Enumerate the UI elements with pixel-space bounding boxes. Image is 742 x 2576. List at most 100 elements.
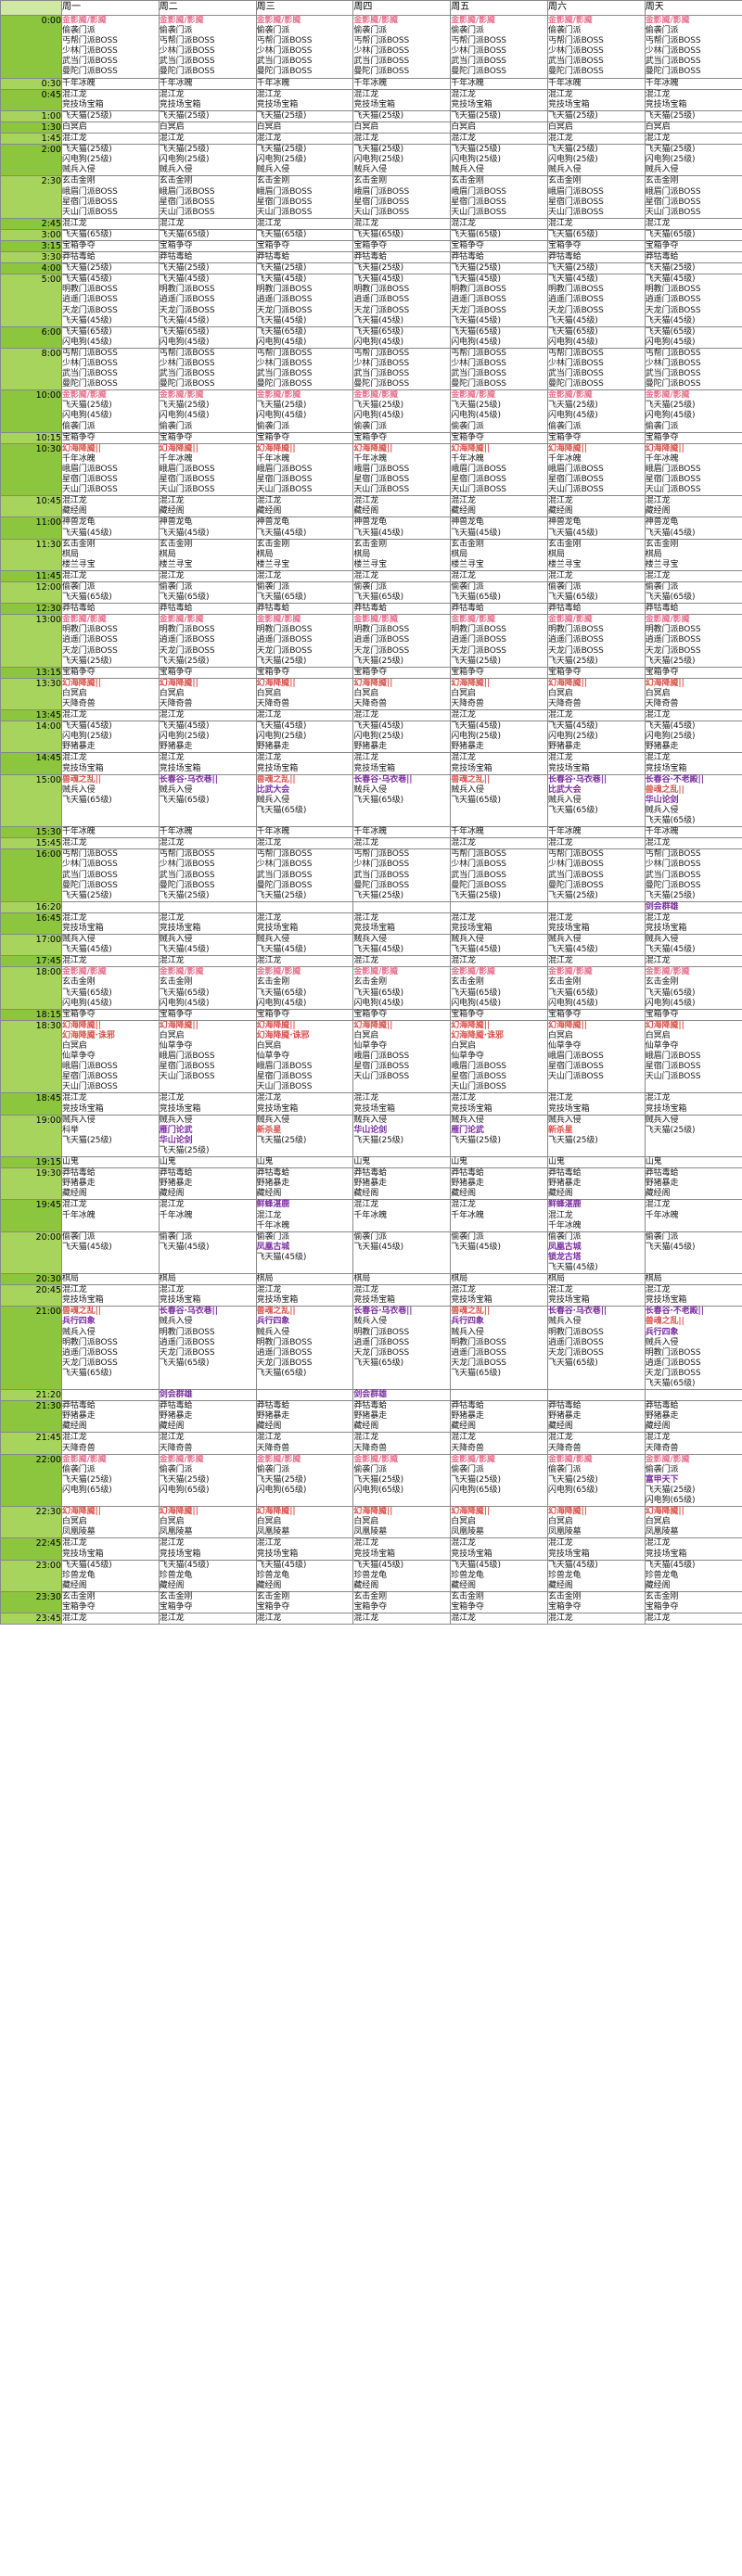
event-label: 逍遥门派BOSS bbox=[353, 635, 410, 645]
event-label: 贼兵入侵 bbox=[159, 1115, 193, 1125]
event-label: 莽牯毒蛤 bbox=[645, 604, 679, 614]
event-label: 天龙门派BOSS bbox=[62, 305, 118, 315]
event-label: 宝箱争夺 bbox=[256, 667, 290, 677]
event-label: 飞天猫(45级) bbox=[645, 315, 696, 325]
event-label: 飞天猫(65级) bbox=[256, 326, 307, 337]
event-label: 长春谷·乌衣巷|| bbox=[159, 1307, 218, 1317]
event-label: 竞技场宝箱 bbox=[547, 923, 590, 933]
event-label: 飞天猫(65级) bbox=[547, 593, 598, 603]
schedule-cell: 飞天猫(45级) 明教门派BOSS 逍遥门派BOSS 天龙门派BOSS 飞天猫(45级) bbox=[61, 274, 160, 327]
event-label: 混江龙 bbox=[353, 89, 379, 99]
event-label: 千年冰魄 bbox=[547, 453, 582, 464]
schedule-cell: 玄击金刚 棋局 楼兰寻宝 bbox=[450, 538, 548, 571]
event-label: 逍遥门派BOSS bbox=[159, 635, 215, 645]
event-label: 竞技场宝箱 bbox=[256, 99, 299, 109]
event-label: 兽魂之乱|| bbox=[62, 1307, 101, 1317]
schedule-row: 12:30 莽牯毒蛤 莽牯毒蛤 莽牯毒蛤 莽牯毒蛤 莽牯毒蛤 莽牯毒蛤 莽牯毒蛤 bbox=[0, 603, 742, 616]
time-label: 1:45 bbox=[0, 133, 62, 146]
event-schedule-table: 周一 周二 周三 周四 周五 周六 周天 0:00 金影魇/影魇 偷袭门派 丐帮门派B… bbox=[0, 0, 742, 1626]
schedule-cell: 莽牯毒蛤 bbox=[352, 251, 452, 264]
schedule-cell: 混江龙 竞技场宝箱 bbox=[644, 1284, 742, 1307]
schedule-cell: 金影魇/影魇 偷袭门派 丐帮门派BOSS 少林门派BOSS 武当门派BOSS 曼陀门派BO… bbox=[158, 15, 257, 79]
event-label: 野猪暴走 bbox=[159, 1179, 193, 1189]
schedule-row: 18:45 混江龙 竞技场宝箱 混江龙 竞技场宝箱 混江龙 竞技场宝箱 混江龙 竞技场宝箱 混江龙… bbox=[0, 1092, 742, 1116]
event-label: 混江龙 bbox=[353, 218, 379, 228]
schedule-cell: 飞天猫(45级) 闪电狗(25级) 野猪暴走 bbox=[255, 721, 354, 754]
event-label: 野猪暴走 bbox=[451, 742, 484, 752]
event-label: 竞技场宝箱 bbox=[256, 1549, 299, 1559]
schedule-cell: 兽魂之乱|| 比武大会 贼兵入侵 飞天猫(65级) bbox=[255, 773, 354, 828]
schedule-cell: 飞天猫(65级) bbox=[546, 228, 646, 241]
event-label: 武当门派BOSS bbox=[451, 57, 506, 67]
event-label: 千年冰魄 bbox=[159, 827, 193, 837]
schedule-cell: 飞天猫(25级) bbox=[61, 109, 160, 122]
event-label: 峨眉门派BOSS bbox=[159, 1052, 215, 1062]
event-label: 凤凰陵墓 bbox=[451, 1527, 484, 1537]
time-label: 21:00 bbox=[0, 1306, 62, 1391]
event-label: 混江龙 bbox=[353, 1285, 379, 1295]
table-header: 周一 周二 周三 周四 周五 周六 周天 bbox=[0, 0, 742, 16]
event-label: 混江龙 bbox=[451, 218, 476, 228]
event-label: 混江龙 bbox=[256, 134, 282, 144]
schedule-cell: 飞天猫(45级) 闪电狗(25级) 野猪暴走 bbox=[644, 721, 742, 754]
schedule-row: 20:45 混江龙 竞技场宝箱 混江龙 竞技场宝箱 混江龙 竞技场宝箱 混江龙 竞技场宝箱 混江龙… bbox=[0, 1284, 742, 1307]
schedule-cell: 玄击金刚 峨眉门派BOSS 星宿门派BOSS 天山门派BOSS bbox=[158, 175, 257, 219]
schedule-cell: 混江龙 bbox=[546, 709, 646, 722]
event-label: 贼兵入侵 bbox=[451, 165, 484, 175]
event-label: 飞天猫(45级) bbox=[62, 274, 112, 285]
schedule-cell: 混江龙 bbox=[61, 955, 160, 968]
schedule-cell: 偷袭门派 飞天猫(45级) bbox=[450, 1231, 548, 1275]
schedule-cell: 混江龙 bbox=[546, 569, 646, 582]
event-label: 混江龙 bbox=[256, 496, 282, 506]
schedule-cell: 混江龙 bbox=[352, 955, 452, 968]
event-label: 竞技场宝箱 bbox=[353, 923, 395, 933]
event-label: 飞天猫(25级) bbox=[353, 1135, 404, 1145]
event-label: 逍遥门派BOSS bbox=[159, 295, 215, 305]
schedule-cell: 混江龙 竞技场宝箱 bbox=[450, 1284, 548, 1307]
event-label: 偷袭门派 bbox=[353, 421, 387, 431]
schedule-cell: 飞天猫(65级) bbox=[450, 228, 548, 241]
event-label: 仙草争夺 bbox=[547, 1041, 582, 1051]
event-label: 幻海降魇|| bbox=[62, 443, 101, 453]
event-label: 珍兽龙龟 bbox=[353, 1570, 387, 1580]
event-label: 闪电狗(45级) bbox=[451, 411, 501, 421]
event-label: 金影魇/影魇 bbox=[645, 615, 690, 625]
event-label: 玄击金刚 bbox=[256, 539, 290, 549]
event-label: 飞天猫(45级) bbox=[62, 528, 112, 538]
event-label: 混江龙 bbox=[62, 912, 87, 923]
event-label: 混江龙 bbox=[353, 912, 379, 923]
event-label: 飞天猫(45级) bbox=[451, 315, 501, 325]
schedule-cell: 金影魇/影魇 偷袭门派 丐帮门派BOSS 少林门派BOSS 武当门派BOSS 曼陀门派BO… bbox=[450, 15, 548, 79]
schedule-cell: 莽牯毒蛤 bbox=[546, 251, 646, 264]
event-label: 仙草争夺 bbox=[62, 1052, 96, 1062]
event-label: 玄击金刚 bbox=[451, 539, 484, 549]
event-label: 千年冰魄 bbox=[159, 1210, 193, 1220]
event-label: 宝箱争夺 bbox=[451, 1009, 484, 1019]
event-label: 星宿门派BOSS bbox=[62, 197, 118, 207]
schedule-cell: 混江龙 竞技场宝箱 bbox=[158, 1092, 257, 1116]
event-label: 雁门论武 bbox=[451, 1125, 484, 1135]
schedule-cell: 幻海降魇|| 千年冰魄 峨眉门派BOSS 星宿门派BOSS 天山门派BOSS bbox=[644, 442, 742, 497]
schedule-cell: 混江龙 竞技场宝箱 bbox=[644, 912, 742, 936]
schedule-cell: 幻海降魇|| 白冥启 天降奇兽 bbox=[61, 677, 160, 711]
schedule-cell: 玄击金刚 宝箱争夺 bbox=[546, 1590, 646, 1614]
schedule-cell: 金影魇/影魇 飞天猫(25级) 闪电狗(45级) 偷袭门派 bbox=[450, 389, 548, 433]
event-label: 闪电狗(65级) bbox=[353, 1485, 404, 1495]
event-label: 飞天猫(45级) bbox=[451, 1242, 501, 1252]
event-label: 峨眉门派BOSS bbox=[62, 186, 118, 197]
schedule-cell: 玄击金刚 峨眉门派BOSS 星宿门派BOSS 天山门派BOSS bbox=[450, 175, 548, 219]
time-label: 12:00 bbox=[0, 580, 62, 605]
event-label: 金影魇/影魇 bbox=[62, 390, 107, 401]
event-label: 白冥启 bbox=[256, 121, 282, 132]
event-label: 明教门派BOSS bbox=[451, 285, 506, 295]
event-label: 偷袭门派 bbox=[451, 26, 484, 36]
event-label: 闪电狗(45级) bbox=[159, 337, 210, 347]
event-label: 白冥启 bbox=[256, 688, 282, 698]
event-label: 白冥启 bbox=[645, 688, 671, 698]
schedule-cell: 幻海降魇|| 白冥启 天降奇兽 bbox=[352, 677, 452, 711]
event-label: 混江龙 bbox=[256, 1613, 282, 1624]
event-label: 少林门派BOSS bbox=[645, 46, 701, 57]
event-label: 竞技场宝箱 bbox=[645, 1549, 687, 1559]
event-label: 天龙门派BOSS bbox=[645, 305, 701, 315]
schedule-cell bbox=[61, 1389, 160, 1402]
